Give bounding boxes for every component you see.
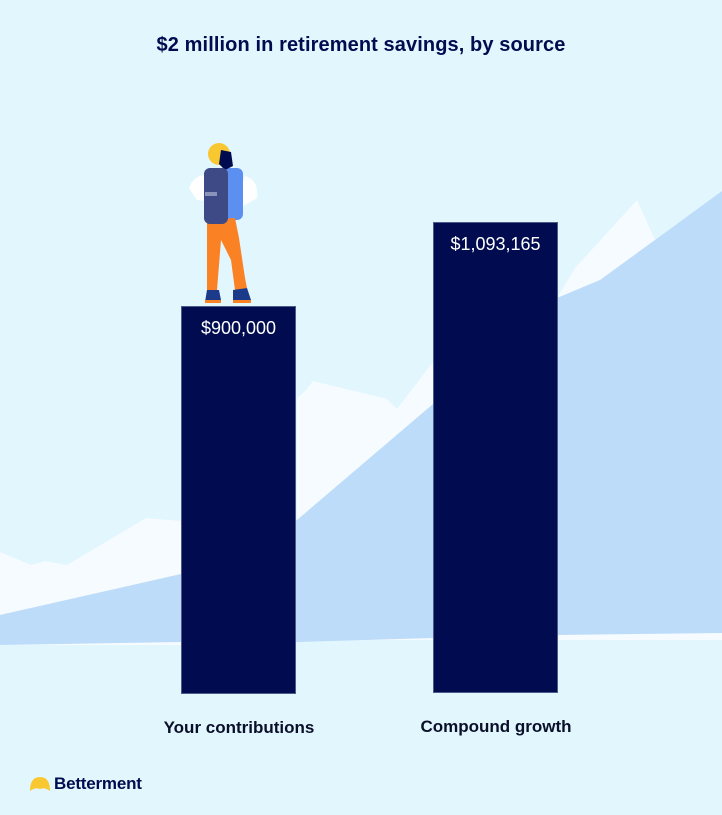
brand-name: Betterment <box>54 774 142 793</box>
bar-value-label: $900,000 <box>200 318 277 338</box>
sun-icon <box>30 777 50 791</box>
category-label-contributions: Your contributions <box>163 718 315 737</box>
hiker-illustration <box>189 143 258 303</box>
category-label-growth: Compound growth <box>420 717 572 736</box>
betterment-logo: Betterment <box>30 774 142 794</box>
bar-compound-growth: $1,093,165 <box>433 222 558 693</box>
chart-title: $2 million in retirement savings, by sou… <box>156 34 566 56</box>
bar-value-label: $1,093,165 <box>450 234 541 254</box>
bar-your-contributions: $900,000 <box>181 306 296 694</box>
